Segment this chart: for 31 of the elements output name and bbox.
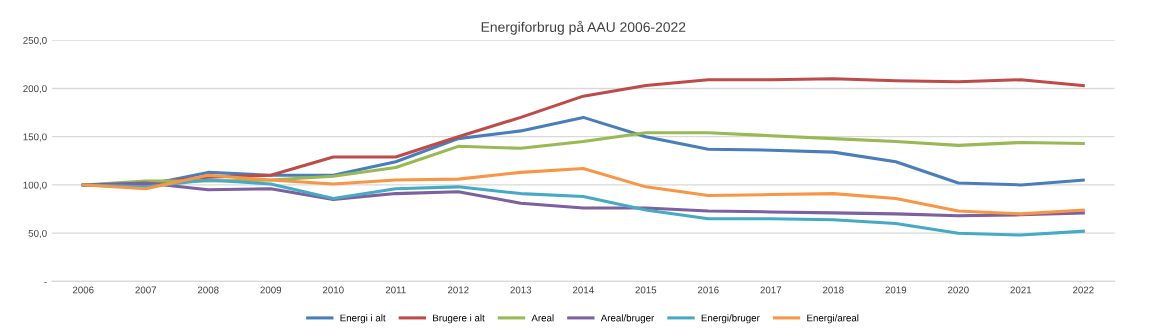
y-tick-label: 150,0 — [23, 133, 47, 142]
legend-label: Brugere i alt — [433, 314, 485, 324]
x-tick-label: 2014 — [572, 286, 594, 294]
x-tick-label: 2020 — [947, 286, 969, 294]
x-tick-label: 2009 — [260, 286, 282, 294]
x-tick-label: 2015 — [635, 286, 657, 294]
x-tick-label: 2010 — [322, 286, 344, 294]
legend-label: Areal/bruger — [600, 314, 655, 324]
x-tick-label: 2008 — [197, 286, 219, 294]
y-tick-label: 50,0 — [28, 229, 47, 238]
x-tick-label: 2019 — [885, 286, 907, 294]
x-tick-label: 2007 — [135, 286, 157, 294]
y-tick-label: 200,0 — [23, 85, 47, 94]
y-tick-label: 250,0 — [23, 36, 47, 45]
chart-title: Energiforbrug på AAU 2006-2022 — [481, 20, 686, 35]
line-series — [81, 166, 1085, 216]
x-tick-label: 2017 — [760, 286, 782, 294]
y-tick-label: - — [44, 281, 47, 283]
legend-label: Energi/areal — [807, 314, 859, 324]
x-tick-label: 2013 — [510, 286, 532, 294]
x-tick-label: 2016 — [697, 286, 719, 294]
x-tick-label: 2012 — [447, 286, 469, 294]
x-tick-label: 2021 — [1010, 286, 1032, 294]
x-tick-label: 2022 — [1073, 286, 1094, 294]
legend-label: Energi i alt — [340, 314, 386, 324]
x-tick-label: 2006 — [72, 286, 94, 294]
x-tick-label: 2018 — [822, 286, 844, 294]
y-tick-label: 100,0 — [23, 181, 47, 190]
x-tick-label: 2011 — [385, 286, 406, 294]
legend-label: Energi/bruger — [701, 314, 760, 324]
legend-label: Areal — [531, 314, 554, 322]
